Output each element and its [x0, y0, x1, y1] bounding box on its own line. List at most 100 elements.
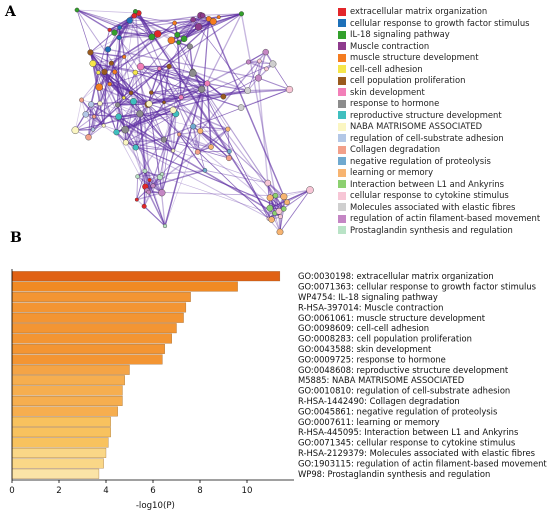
network-node: [107, 27, 112, 33]
network-node: [202, 168, 208, 173]
network-edge: [119, 14, 203, 29]
legend-item: regulation of actin filament-based movem…: [338, 213, 548, 225]
network-edge: [178, 133, 206, 171]
network-node: [167, 36, 176, 45]
network-node: [257, 58, 262, 64]
legend-label: Collagen degradation: [350, 144, 441, 154]
network-edge: [258, 77, 290, 91]
legend-label: learning or memory: [350, 167, 434, 177]
network-edge: [286, 189, 311, 203]
network-edge: [267, 182, 272, 220]
network-node: [126, 17, 133, 24]
network-edge: [269, 189, 311, 209]
network-edge: [135, 103, 150, 148]
category-label: GO:0010810: regulation of cell-substrate…: [298, 386, 510, 396]
network-node: [87, 49, 94, 56]
legend-label: regulation of cell-substrate adhesion: [350, 132, 504, 143]
network-edge: [125, 142, 272, 221]
network-node: [275, 207, 283, 215]
network-edge: [116, 63, 274, 133]
network-node: [104, 46, 112, 53]
network-edge: [178, 133, 212, 148]
legend-swatch: [338, 53, 346, 62]
network-edge: [151, 88, 202, 94]
network-edge: [163, 139, 212, 148]
network-edge: [159, 68, 182, 98]
network-edge: [163, 113, 177, 140]
network-edge: [139, 113, 165, 140]
legend-swatch: [338, 214, 346, 223]
network-edge: [74, 99, 82, 131]
network-node: [285, 85, 294, 94]
legend-label: Prostaglandin synthesis and regulation: [350, 224, 513, 235]
network-edge: [159, 68, 202, 90]
network-node: [97, 100, 103, 107]
network-edge: [193, 125, 228, 130]
legend-label: muscle structure development: [350, 52, 479, 62]
network-edge: [283, 189, 311, 197]
category-label: GO:0009725: response to hormone: [298, 354, 446, 364]
x-axis-title: -log10(P): [136, 501, 175, 511]
legend-swatch: [338, 99, 346, 108]
network-edge: [179, 128, 228, 135]
network-node: [116, 35, 122, 41]
network-edge: [85, 113, 105, 127]
network-edge: [136, 170, 146, 200]
category-label: GO:0007611: learning or memory: [298, 417, 440, 427]
network-node: [178, 94, 184, 100]
network-edge: [98, 86, 125, 99]
network-node: [226, 149, 232, 154]
network-edge: [92, 71, 116, 130]
network-edges: [74, 9, 311, 233]
network-node: [101, 68, 108, 76]
network-edge: [98, 56, 125, 88]
network-edge: [125, 141, 284, 210]
network-edge: [88, 104, 92, 138]
network-node: [255, 74, 262, 82]
network-edge: [85, 113, 119, 118]
network-edge: [248, 61, 267, 70]
network-node: [146, 189, 151, 195]
category-label: R-HSA-2129379: Molecules associated with…: [298, 448, 535, 458]
network-edge: [174, 21, 214, 24]
legend-label: reproductive structure development: [350, 109, 502, 120]
legend-label: cellular response to growth factor stimu…: [350, 17, 530, 28]
network-node: [92, 114, 97, 119]
network-node: [197, 128, 204, 134]
network-node: [276, 228, 284, 235]
bar: [11, 333, 172, 344]
network-edge: [90, 51, 116, 73]
network-edge: [199, 51, 267, 132]
network-node: [128, 90, 134, 96]
legend-item: negative regulation of proteolysis: [338, 156, 548, 168]
network-node: [107, 81, 112, 87]
network-edge: [183, 13, 242, 40]
network-node: [122, 139, 129, 146]
bar: [11, 385, 123, 396]
network-node: [135, 174, 140, 179]
bar: [11, 312, 184, 323]
network-edge: [117, 104, 174, 151]
network-edge: [81, 71, 105, 101]
x-tick-label: 4: [103, 486, 108, 496]
network-edge: [116, 132, 150, 193]
legend-item: cellular response to growth factor stimu…: [338, 18, 548, 30]
network-node: [131, 13, 137, 19]
network-edge: [149, 96, 182, 105]
legend-swatch: [338, 88, 346, 97]
category-label: GO:0043588: skin development: [298, 344, 432, 354]
network-edge: [163, 66, 170, 103]
network-edge: [164, 89, 203, 227]
network-edge: [125, 113, 177, 143]
legend-swatch: [338, 122, 346, 131]
legend-swatch: [338, 7, 346, 16]
network-edge: [76, 9, 158, 35]
legend-label: negative regulation of proteolysis: [350, 155, 491, 166]
network-node: [115, 113, 122, 121]
network-node: [284, 199, 290, 206]
legend-swatch: [338, 76, 346, 85]
network-edge: [137, 173, 163, 177]
network-edge: [118, 20, 131, 38]
network-edge: [247, 60, 260, 91]
legend-swatch: [338, 168, 346, 177]
